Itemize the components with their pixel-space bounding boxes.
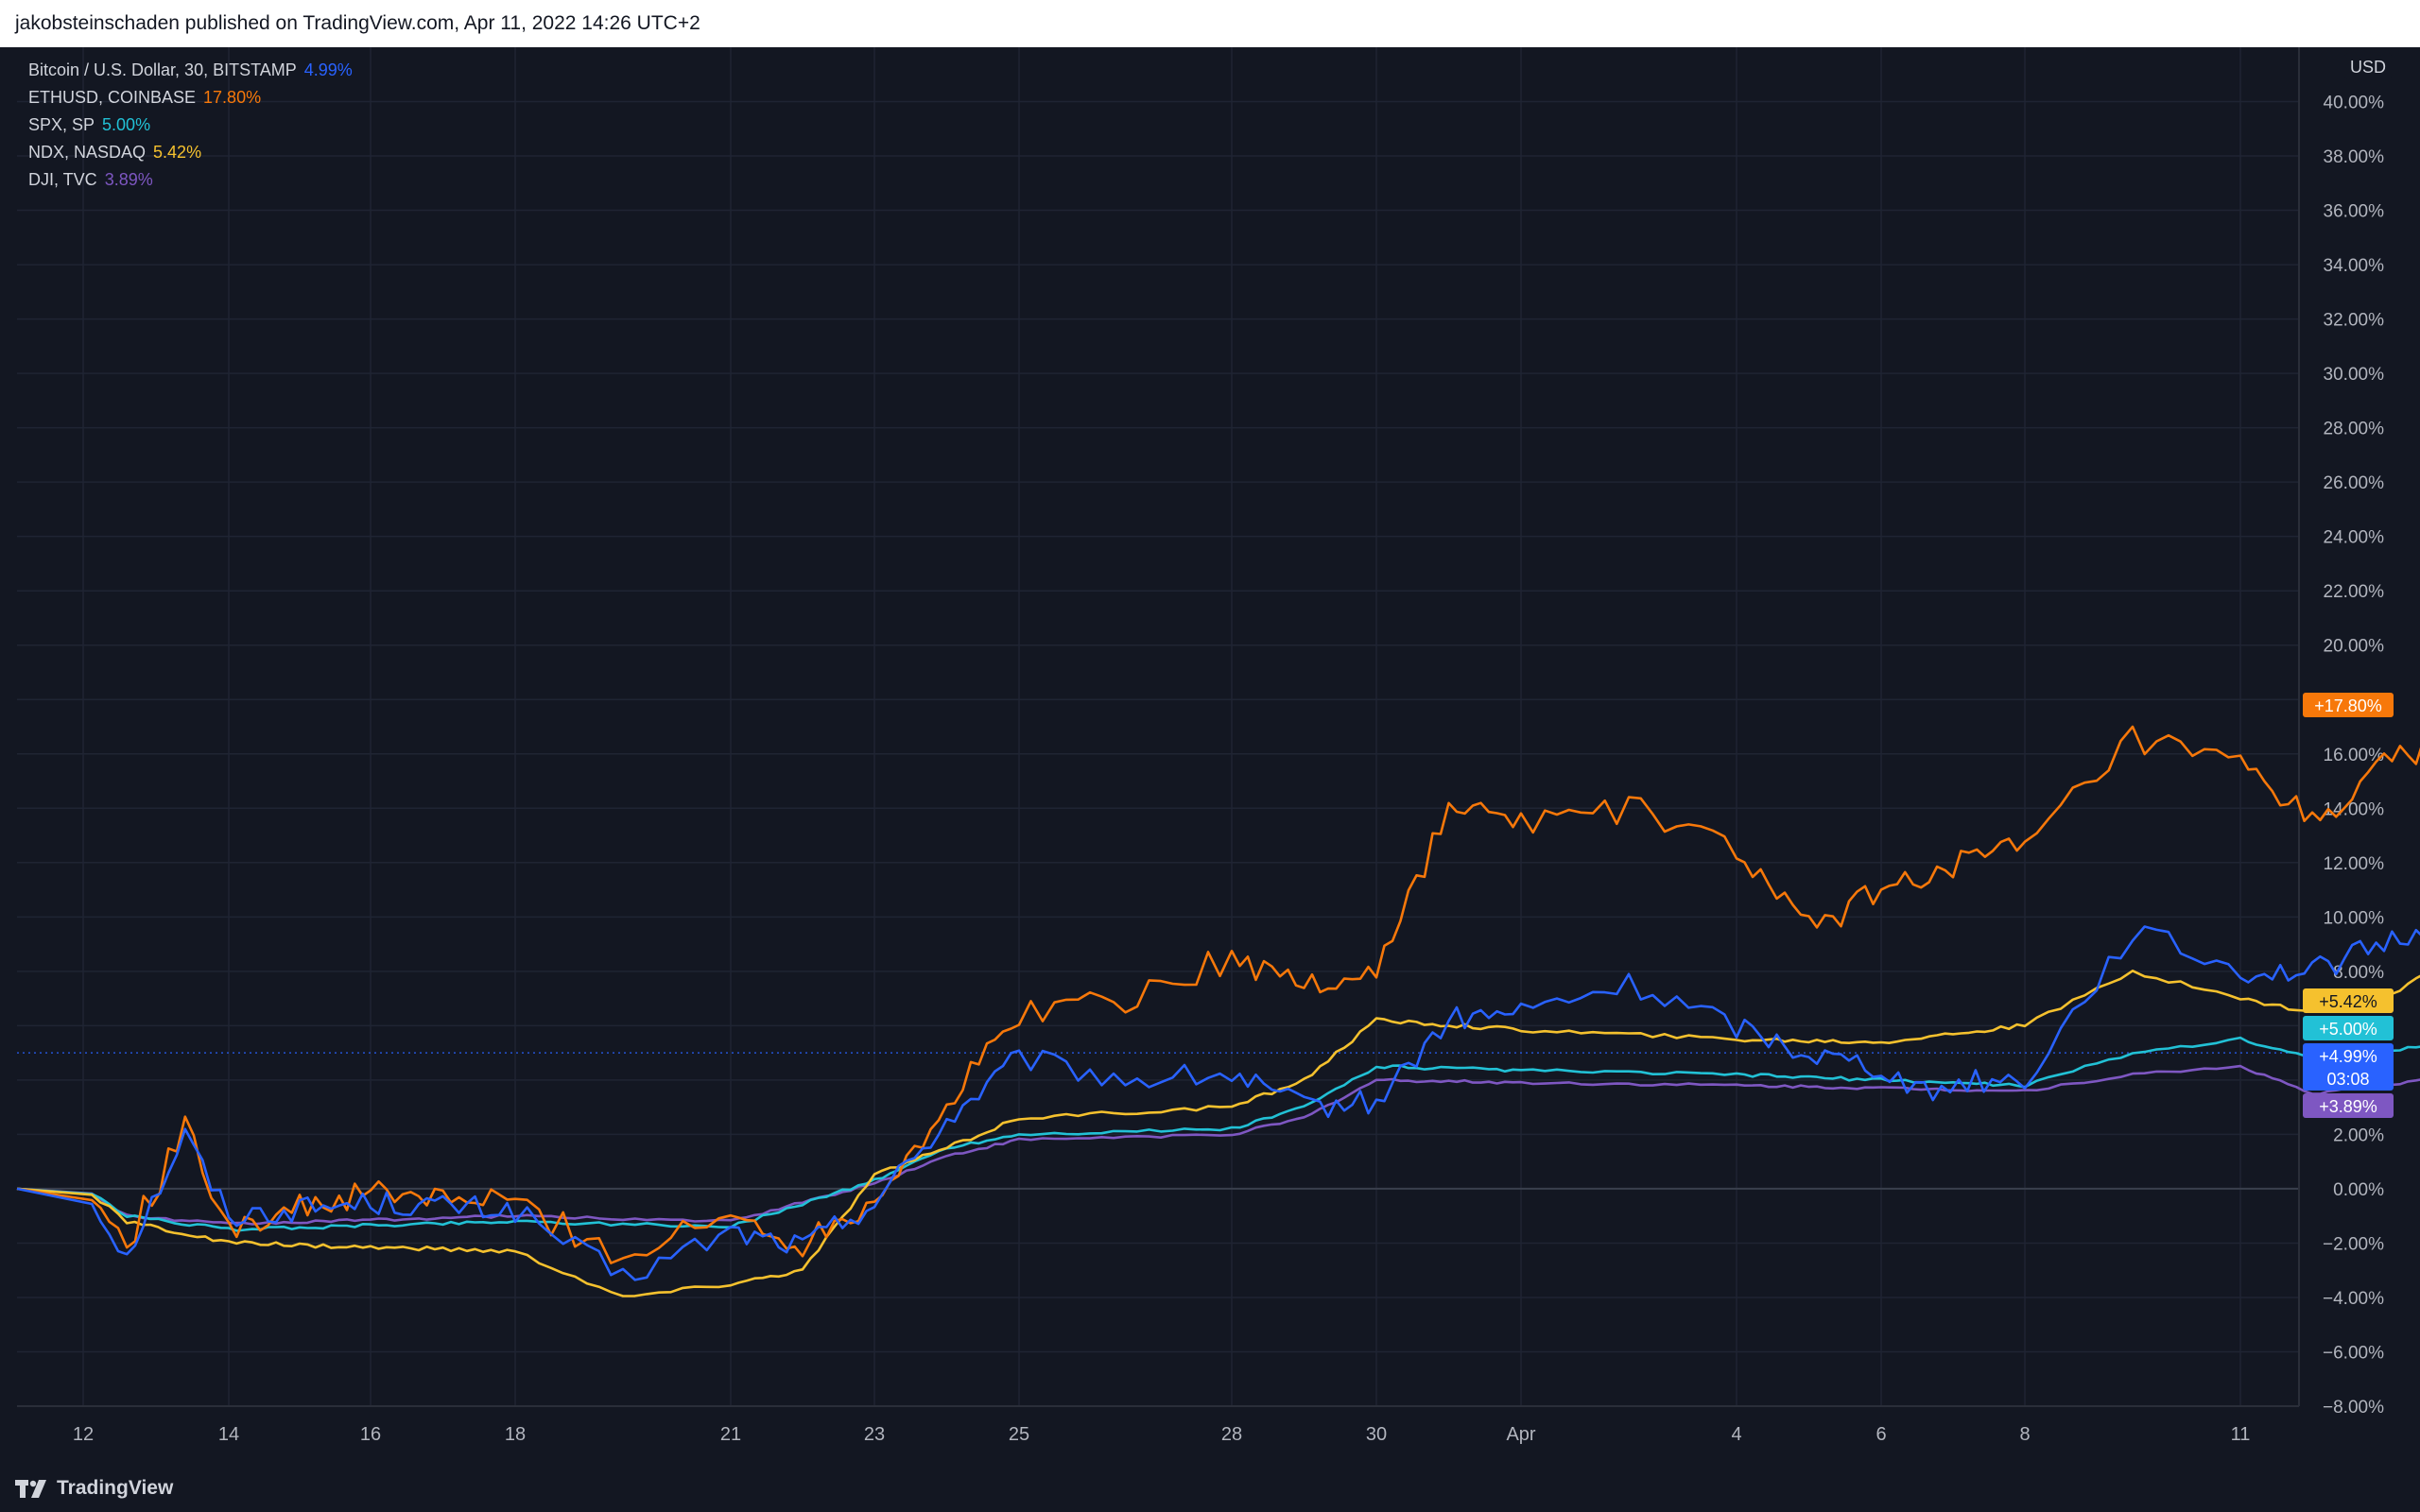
x-axis-tick-label: 6	[1876, 1424, 1886, 1445]
x-axis-tick-label: 12	[73, 1424, 94, 1445]
x-axis-tick-label: 8	[2019, 1424, 2030, 1445]
publisher-line: jakobsteinschaden published on TradingVi…	[15, 12, 700, 34]
y-axis-tick-label: 16.00%	[2324, 746, 2385, 765]
y-axis-tick-label: 30.00%	[2324, 365, 2385, 385]
x-axis-tick-label: 11	[2231, 1424, 2251, 1445]
y-axis-tick-label: 28.00%	[2324, 420, 2385, 439]
series-line[interactable]	[16, 185, 2420, 1264]
y-axis-tick-label: 14.00%	[2324, 799, 2385, 819]
value-badge-label: +17.80%	[2314, 696, 2382, 715]
x-axis-tick-label: 14	[218, 1424, 239, 1445]
y-axis-tick-label: 32.00%	[2324, 311, 2385, 331]
footer-bar: TradingView	[0, 1465, 2420, 1512]
legend: Bitcoin / U.S. Dollar, 30, BITSTAMP 4.99%…	[28, 57, 353, 194]
currency-label: USD	[2350, 58, 2386, 77]
chart-area[interactable]: −8.00%−6.00%−4.00%−2.00%0.00%2.00%4.00%6…	[0, 47, 2420, 1465]
x-axis-tick-label: 25	[1009, 1424, 1029, 1445]
y-axis-tick-label: −4.00%	[2323, 1289, 2384, 1309]
legend-item-ethusd[interactable]: ETHUSD, COINBASE 17.80%	[28, 84, 353, 112]
value-badge	[2303, 692, 2394, 717]
y-axis-tick-label: 8.00%	[2333, 963, 2384, 983]
x-axis-tick-label: 28	[1221, 1424, 1242, 1445]
y-axis-tick-label: 12.00%	[2324, 854, 2385, 874]
series-line[interactable]	[16, 579, 2420, 1281]
series-line[interactable]	[16, 950, 2420, 1232]
value-badge-label: +4.99%	[2319, 1047, 2377, 1066]
y-axis-tick-label: −2.00%	[2323, 1234, 2384, 1254]
legend-item-btcusd[interactable]: Bitcoin / U.S. Dollar, 30, BITSTAMP 4.99%	[28, 57, 353, 84]
value-badge-label: +3.89%	[2319, 1097, 2377, 1116]
legend-series-name: Bitcoin / U.S. Dollar, 30, BITSTAMP	[28, 60, 297, 79]
countdown-label: 03:08	[2326, 1070, 2369, 1089]
y-axis-tick-label: −8.00%	[2323, 1398, 2384, 1418]
legend-series-value: 5.00%	[102, 115, 151, 134]
value-badge	[2303, 988, 2394, 1013]
x-axis-tick-label: Apr	[1506, 1424, 1535, 1445]
header-bar: jakobsteinschaden published on TradingVi…	[0, 0, 2420, 47]
legend-series-name: SPX, SP	[28, 115, 95, 134]
value-badge	[2303, 1043, 2394, 1091]
tradingview-brand: TradingView	[57, 1477, 174, 1499]
x-axis-tick-label: 4	[1731, 1424, 1741, 1445]
legend-series-name: DJI, TVC	[28, 170, 97, 189]
legend-series-value: 5.42%	[153, 143, 202, 162]
y-axis-tick-label: 24.00%	[2324, 528, 2385, 548]
x-axis-tick-label: 21	[720, 1424, 741, 1445]
legend-item-spx[interactable]: SPX, SP 5.00%	[28, 112, 353, 139]
y-axis-tick-label: 40.00%	[2324, 94, 2385, 113]
value-badge-label: +5.42%	[2319, 992, 2377, 1011]
tradingview-logo[interactable]: TradingView	[15, 1472, 173, 1504]
y-axis-tick-label: 20.00%	[2324, 637, 2385, 657]
y-axis-tick-label: 34.00%	[2324, 256, 2385, 276]
x-axis-tick-label: 23	[864, 1424, 885, 1445]
legend-series-value: 3.89%	[104, 170, 153, 189]
y-axis-tick-label: −6.00%	[2323, 1343, 2384, 1363]
value-badge	[2303, 1093, 2394, 1118]
x-axis-tick-label: 18	[505, 1424, 526, 1445]
tradingview-logo-icon	[15, 1480, 46, 1498]
currency-label-box[interactable]	[2344, 53, 2392, 79]
value-badge	[2303, 1016, 2394, 1040]
y-axis-tick-label: 36.00%	[2324, 202, 2385, 222]
y-axis-tick-label: 38.00%	[2324, 147, 2385, 167]
x-axis-tick-label: 30	[1366, 1424, 1387, 1445]
series-line[interactable]	[16, 864, 2420, 1297]
legend-series-value: 17.80%	[203, 88, 262, 107]
legend-series-value: 4.99%	[303, 60, 353, 79]
legend-series-name: NDX, NASDAQ	[28, 143, 147, 162]
series-line[interactable]	[16, 1031, 2420, 1226]
y-axis-tick-label: 2.00%	[2333, 1125, 2384, 1145]
y-axis-tick-label: 26.00%	[2324, 473, 2385, 493]
legend-series-name: ETHUSD, COINBASE	[28, 88, 197, 107]
y-axis-tick-label: 10.00%	[2324, 908, 2385, 928]
y-axis-tick-label: 0.00%	[2333, 1180, 2384, 1200]
x-axis-tick-label: 16	[360, 1424, 381, 1445]
legend-item-ndx[interactable]: NDX, NASDAQ 5.42%	[28, 139, 353, 166]
legend-item-dji[interactable]: DJI, TVC 3.89%	[28, 166, 353, 194]
value-badge-label: +5.00%	[2319, 1020, 2377, 1039]
y-axis-tick-label: 22.00%	[2324, 582, 2385, 602]
price-comparison-chart[interactable]: −8.00%−6.00%−4.00%−2.00%0.00%2.00%4.00%6…	[0, 47, 2420, 1465]
